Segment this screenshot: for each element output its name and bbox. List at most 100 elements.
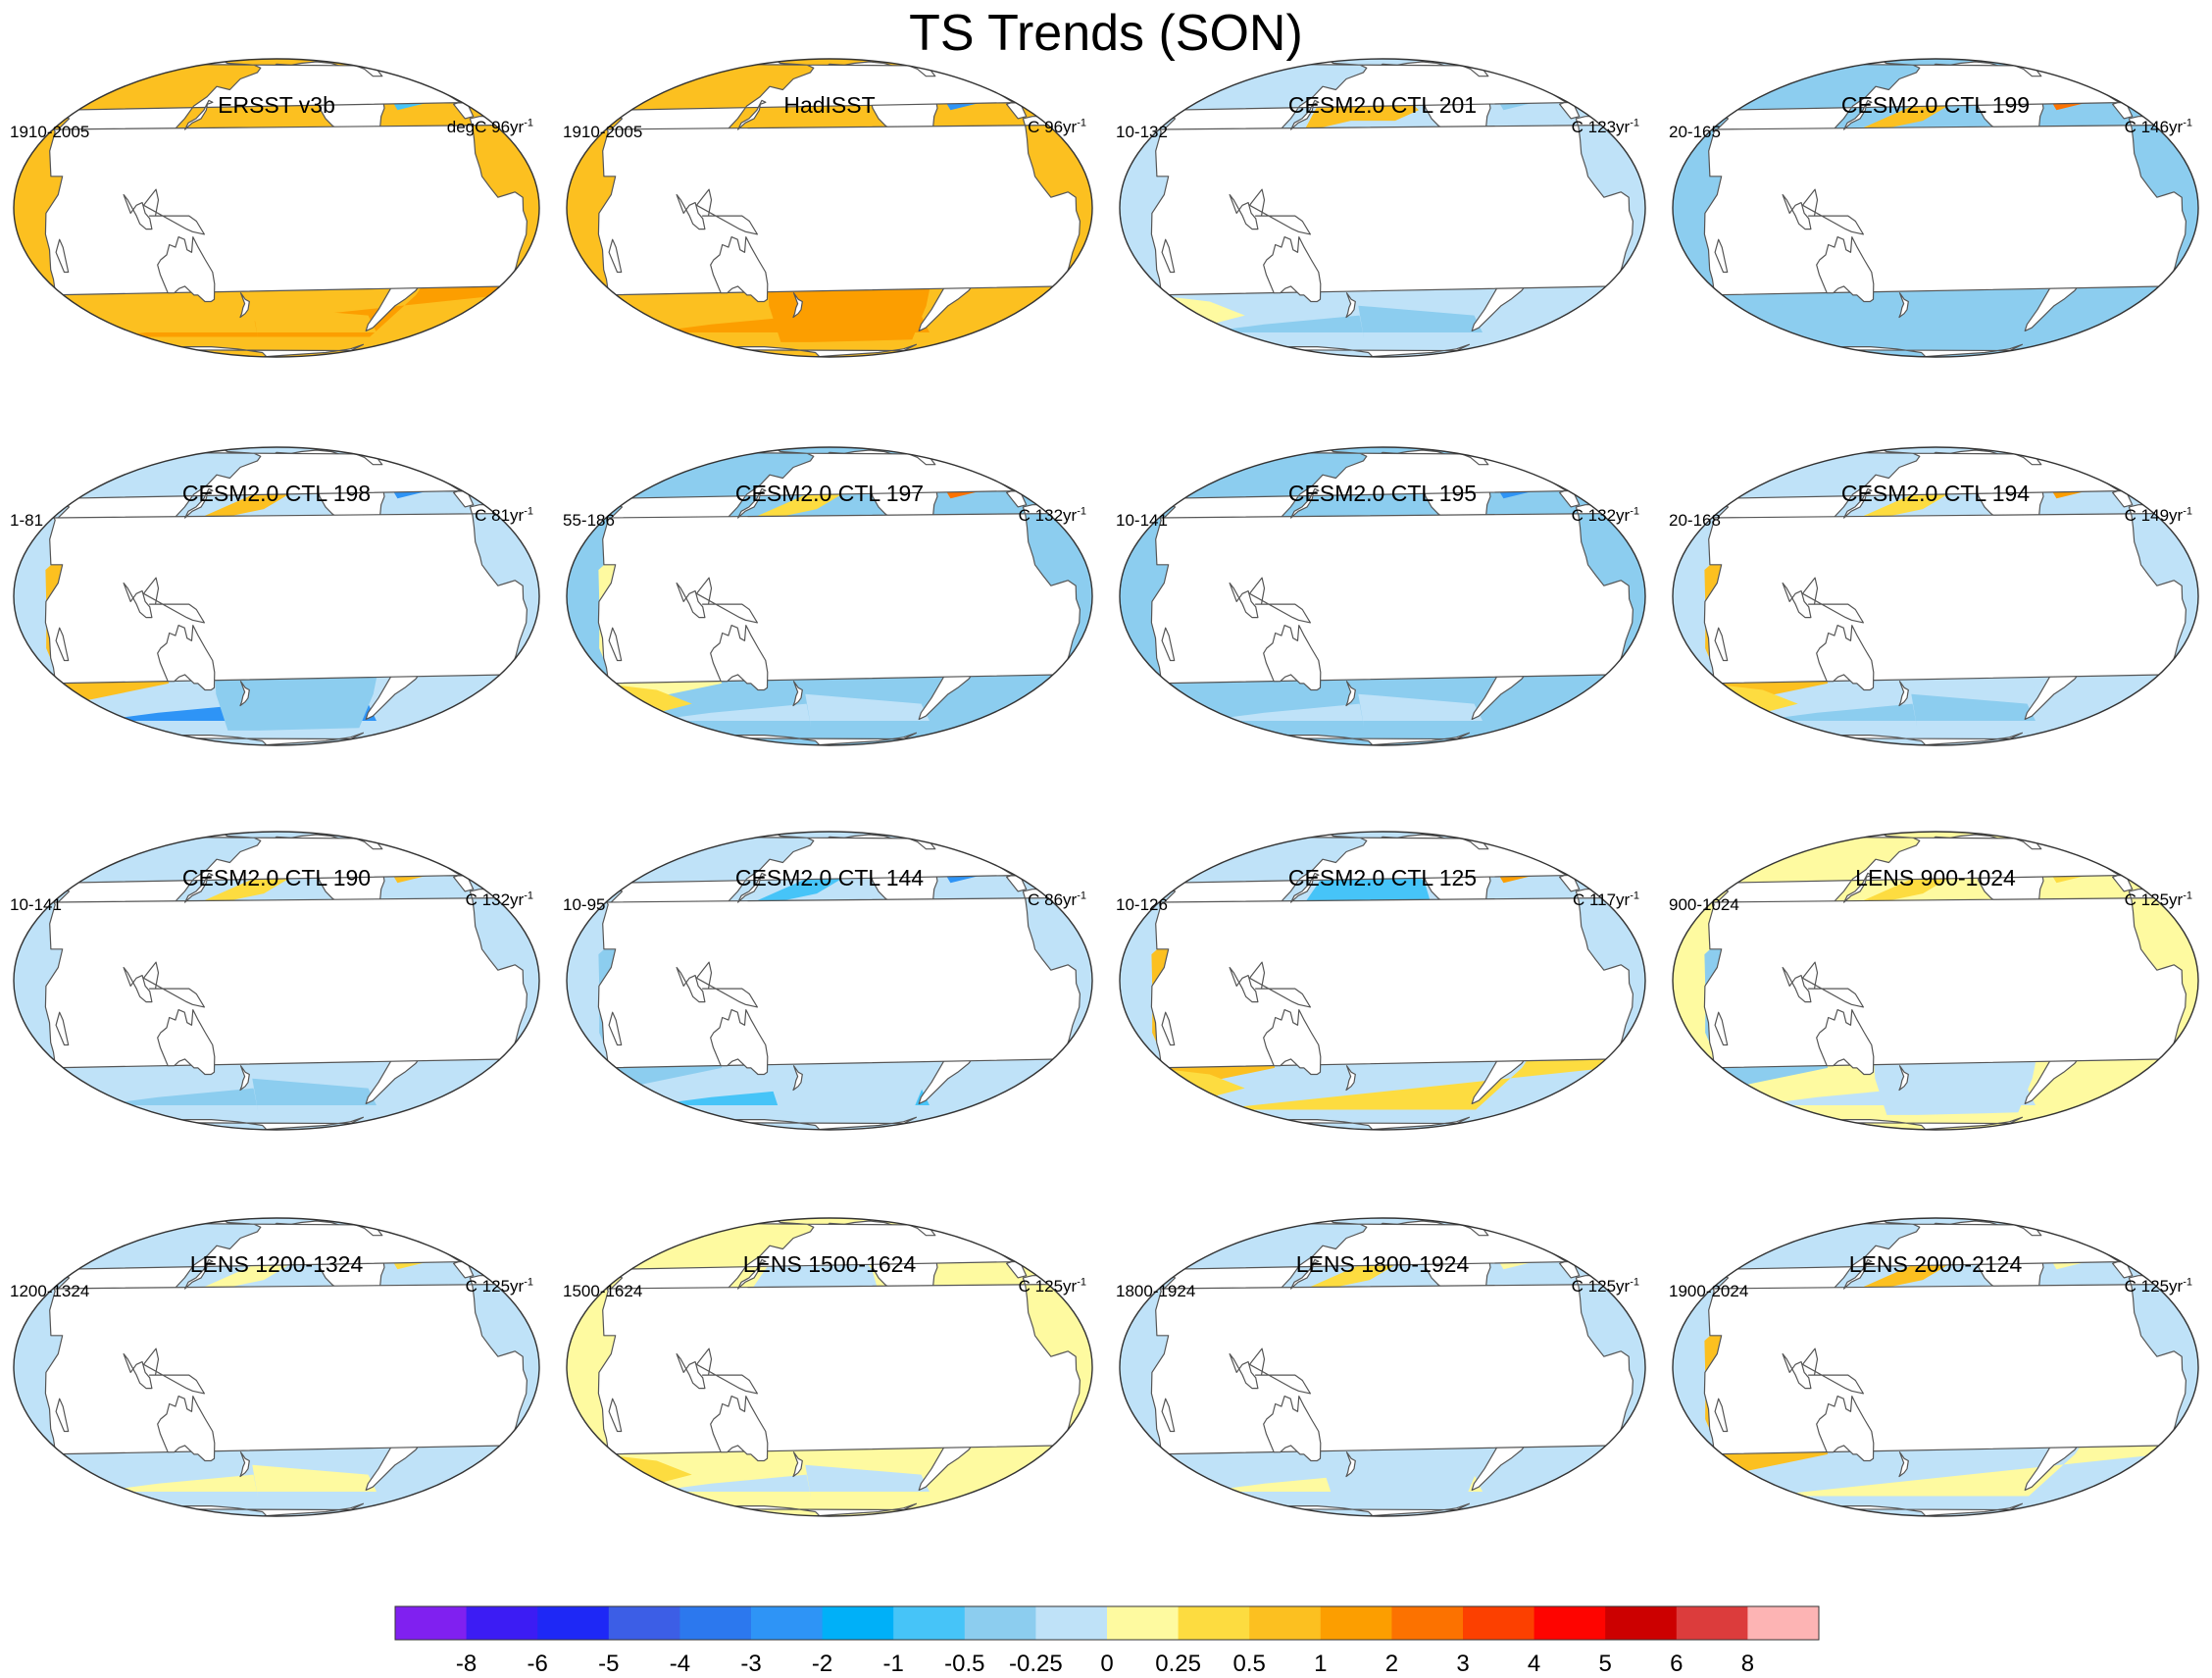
panel-units: C 125yr-1 xyxy=(466,1277,533,1297)
panel-units: C 86yr-1 xyxy=(1028,890,1086,910)
panel-period: 1910-2005 xyxy=(563,123,643,141)
units-label: C xyxy=(1571,1277,1588,1296)
map-canvas xyxy=(1119,831,1646,1131)
map-outline xyxy=(1672,58,2199,358)
unit-exponent: -1 xyxy=(2183,1276,2192,1289)
landmass-japan xyxy=(737,872,767,903)
panel-title: LENS 1800-1924 xyxy=(1295,1251,1470,1277)
colorbar-swatch xyxy=(1676,1606,1748,1640)
landmass-africa xyxy=(1146,116,1634,296)
landmass-japan xyxy=(737,99,767,130)
unit-exponent: -1 xyxy=(1077,890,1086,902)
unit-suffix: yr xyxy=(510,118,525,136)
landmass-africa xyxy=(40,1275,528,1455)
landmass-new-zealand xyxy=(1898,292,1909,319)
landmass-australia xyxy=(157,236,216,303)
unit-suffix: yr xyxy=(510,890,525,909)
landmass-australia xyxy=(1816,625,1875,691)
panel-period: 10-95 xyxy=(563,895,606,914)
panel-period: 20-168 xyxy=(1669,511,1721,530)
unit-exponent: -1 xyxy=(1630,890,1639,902)
unit-exponent: -1 xyxy=(524,1276,533,1289)
trend-region xyxy=(1202,305,1483,340)
duration-label: 123 xyxy=(1587,118,1617,136)
colorbar-tick-label: 3 xyxy=(1456,1651,1470,1677)
map-panel: LENS 2000-2124 1900-2024 C 125yr-1 xyxy=(1659,1159,2212,1524)
landmass-indonesia xyxy=(123,193,153,230)
colorbar-tick-label: -8 xyxy=(455,1651,478,1677)
landmass-indonesia xyxy=(1782,582,1812,619)
landmass-japan xyxy=(184,487,214,519)
unit-suffix: yr xyxy=(1063,506,1078,525)
panel-units: C 125yr-1 xyxy=(2125,890,2192,910)
colorbar-tick-label: 8 xyxy=(1740,1651,1755,1677)
landmass-madagascar xyxy=(55,627,70,662)
map-outline xyxy=(13,446,540,746)
map-canvas xyxy=(1672,446,2199,746)
landmass-madagascar xyxy=(1161,627,1176,662)
landmass-madagascar xyxy=(1714,238,1729,274)
colorbar-swatch xyxy=(1035,1606,1108,1640)
colorbar-tick-label: 5 xyxy=(1598,1651,1612,1677)
panel-title: HadISST xyxy=(783,92,876,118)
map-panel: CESM2.0 CTL 198 1-81 C 81yr-1 xyxy=(0,388,553,753)
colorbar-tick-label: 0.25 xyxy=(1155,1651,1201,1677)
panel-period: 1800-1924 xyxy=(1116,1282,1196,1300)
map-outline xyxy=(13,1217,540,1517)
units-label: C xyxy=(1018,506,1035,525)
panel-title: LENS 2000-2124 xyxy=(1848,1251,2023,1277)
landmass-australia xyxy=(1263,1396,1322,1462)
landmass-borneo-png xyxy=(1248,577,1311,624)
landmass-borneo-png xyxy=(695,961,758,1008)
units-label: C xyxy=(2124,890,2141,909)
landmass-borneo-png xyxy=(695,188,758,235)
landmass-australia xyxy=(1816,1396,1875,1462)
landmass-madagascar xyxy=(608,238,623,274)
figure-title: TS Trends (SON) xyxy=(909,5,1303,62)
map-panel: CESM2.0 CTL 190 10-141 C 132yr-1 xyxy=(0,773,553,1138)
trend-region xyxy=(96,1464,377,1500)
landmass-australia xyxy=(157,1009,216,1076)
landmass-africa xyxy=(593,116,1081,296)
panel-units: C 125yr-1 xyxy=(1019,1277,1086,1297)
panel-period: 1900-2024 xyxy=(1669,1282,1749,1300)
trend-region xyxy=(649,1464,930,1500)
landmass-australia xyxy=(157,625,216,691)
landmass-japan xyxy=(1843,1258,1873,1290)
map-canvas xyxy=(1119,58,1646,358)
colorbar-tick-label: -3 xyxy=(740,1651,762,1677)
map-canvas xyxy=(566,58,1093,358)
landmass-madagascar xyxy=(608,627,623,662)
duration-label: 96 xyxy=(491,118,511,136)
landmass-australia xyxy=(1263,236,1322,303)
map-outline xyxy=(1672,446,2199,746)
colorbar-tick-label: -0.25 xyxy=(1009,1651,1063,1677)
map-panel: CESM2.0 CTL 201 10-132 C 123yr-1 xyxy=(1106,0,1659,365)
map-panel-grid: ERSST v3b 1910-2005 degC 96yr-1 HadISST 1910… xyxy=(0,0,2212,1524)
map-outline xyxy=(566,58,1093,358)
panel-period: 55-186 xyxy=(563,511,615,530)
panel-units: C 96yr-1 xyxy=(1028,118,1086,137)
colorbar-tick-label: 0.5 xyxy=(1232,1651,1266,1677)
map-outline xyxy=(1119,1217,1646,1517)
map-panel: HadISST 1910-2005 C 96yr-1 xyxy=(553,0,1106,365)
map-outline xyxy=(566,831,1093,1131)
map-outline xyxy=(1119,58,1646,358)
panel-title: LENS 900-1024 xyxy=(1855,865,2016,890)
colorbar-swatch xyxy=(1107,1606,1180,1640)
colorbar-tick-label: -2 xyxy=(811,1651,833,1677)
landmass-indonesia xyxy=(1229,966,1259,1003)
trend-region xyxy=(96,1078,377,1113)
map-outline xyxy=(566,446,1093,746)
trend-region xyxy=(649,693,930,729)
landmass-borneo-png xyxy=(1248,1347,1311,1395)
landmass-japan xyxy=(737,1258,767,1290)
panel-title: CESM2.0 CTL 197 xyxy=(734,481,925,506)
map-canvas xyxy=(566,446,1093,746)
panel-title: CESM2.0 CTL 125 xyxy=(1287,865,1478,890)
colorbar-swatch xyxy=(1747,1606,1820,1640)
landmass-japan xyxy=(737,487,767,519)
landmass-new-zealand xyxy=(1898,1451,1909,1478)
landmass-borneo-png xyxy=(142,577,205,624)
panel-units: C 149yr-1 xyxy=(2125,506,2192,526)
